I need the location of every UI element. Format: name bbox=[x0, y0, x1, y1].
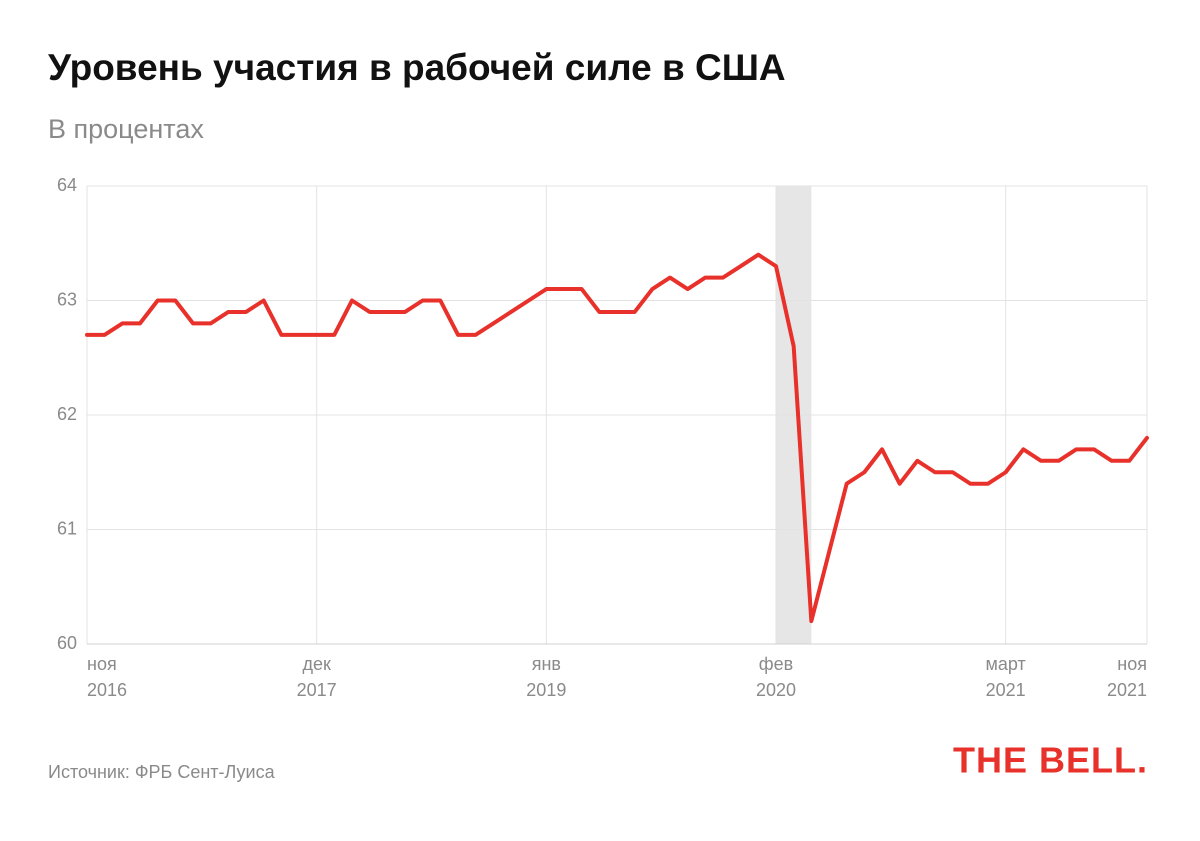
chart-title: Уровень участия в рабочей силе в США bbox=[48, 47, 786, 88]
data-line bbox=[85, 252, 1149, 624]
chart-subtitle: В процентах bbox=[48, 114, 204, 144]
y-tick-label: 60 bbox=[57, 633, 77, 653]
y-tick-label: 62 bbox=[57, 404, 77, 424]
x-tick-label: ноя 2021 bbox=[1107, 654, 1147, 700]
y-tick-label: 61 bbox=[57, 518, 77, 538]
logo: THE BELL. bbox=[953, 740, 1148, 781]
x-tick-label: фев 2020 bbox=[756, 654, 796, 700]
y-tick-label: 64 bbox=[57, 175, 77, 195]
y-tick-label: 63 bbox=[57, 289, 77, 309]
x-tick-label: март 2021 bbox=[986, 654, 1026, 700]
x-tick-label: дек 2017 bbox=[297, 654, 337, 700]
x-tick-label: янв 2019 bbox=[526, 654, 566, 700]
grid bbox=[86, 185, 1148, 645]
source: Источник: ФРБ Сент-Луиса bbox=[48, 762, 276, 782]
x-tick-label: ноя 2016 bbox=[87, 654, 127, 700]
